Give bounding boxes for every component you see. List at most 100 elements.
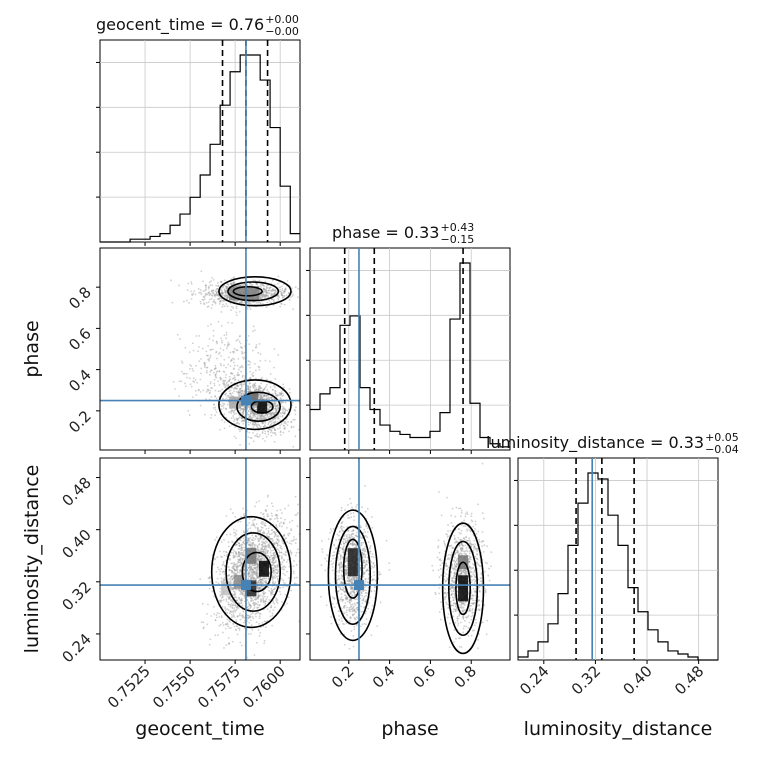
sample-point	[281, 547, 283, 550]
sample-point	[220, 541, 223, 543]
sample-point	[234, 408, 237, 411]
sample-point	[253, 523, 255, 526]
sample-point	[256, 423, 259, 426]
sample-point	[276, 572, 279, 575]
sample-point	[236, 385, 238, 387]
sample-point	[208, 338, 211, 340]
sample-point	[270, 594, 272, 596]
sample-point	[345, 596, 348, 599]
sample-point	[275, 601, 278, 603]
sample-point	[238, 394, 240, 397]
sample-point	[246, 568, 249, 571]
sample-point	[252, 601, 255, 604]
sample-point	[274, 417, 277, 419]
sample-point	[268, 405, 271, 408]
sample-point	[355, 534, 357, 537]
sample-point	[214, 295, 217, 298]
sample-point	[242, 393, 245, 396]
sample-point	[365, 563, 368, 566]
sample-point	[271, 578, 274, 581]
sample-point	[233, 374, 236, 377]
sample-point	[236, 384, 239, 387]
sample-point	[360, 605, 362, 608]
sample-point	[280, 293, 283, 296]
sample-point	[267, 396, 270, 399]
sample-point	[254, 537, 257, 540]
sample-point	[222, 578, 225, 581]
scatter-panel-geocent_time-luminosity_distance: 0.240.320.400.48	[58, 457, 301, 666]
sample-point	[232, 610, 235, 612]
sample-point	[208, 587, 211, 590]
sample-point	[284, 537, 287, 540]
sample-point	[253, 601, 256, 604]
sample-point	[218, 568, 220, 571]
sample-point	[231, 409, 234, 412]
sample-point	[283, 411, 286, 414]
sample-point	[284, 574, 286, 576]
sample-point	[241, 301, 244, 304]
sample-point	[238, 571, 241, 574]
sample-point	[275, 410, 277, 412]
sample-point	[228, 642, 231, 645]
sample-point	[272, 531, 275, 534]
sample-point	[192, 377, 195, 380]
sample-point	[258, 393, 261, 396]
sample-point	[228, 595, 231, 598]
sample-point	[273, 556, 275, 559]
sample-point	[277, 570, 280, 573]
truth-marker	[240, 580, 251, 591]
sample-point	[254, 388, 256, 391]
sample-point	[205, 390, 208, 393]
sample-point	[388, 562, 391, 565]
sample-point	[220, 289, 223, 291]
sample-point	[210, 413, 213, 416]
sample-point	[230, 576, 232, 578]
sample-point	[234, 555, 237, 557]
sample-point	[198, 389, 200, 392]
sample-point	[266, 430, 269, 433]
sample-point	[243, 557, 246, 560]
sample-point	[225, 600, 228, 602]
sample-point	[287, 558, 289, 561]
sample-point	[228, 597, 231, 600]
sample-point	[251, 576, 254, 579]
sample-point	[242, 410, 245, 412]
sample-point	[275, 513, 277, 516]
sample-point	[370, 516, 373, 518]
sample-point	[208, 392, 211, 394]
sample-point	[225, 294, 228, 297]
sample-point	[259, 295, 262, 298]
sample-point	[229, 533, 232, 536]
sample-point	[255, 523, 258, 525]
sample-point	[198, 291, 201, 294]
sample-point	[207, 603, 209, 606]
sample-point	[221, 388, 223, 391]
sample-point	[350, 630, 353, 632]
sample-point	[233, 572, 235, 575]
sample-point	[263, 546, 266, 548]
sample-point	[265, 510, 268, 513]
sample-point	[268, 391, 271, 394]
sample-point	[246, 529, 249, 532]
sample-point	[352, 582, 355, 584]
sample-point	[260, 522, 263, 525]
sample-point	[205, 293, 208, 296]
sample-point	[276, 548, 279, 551]
sample-point	[243, 565, 246, 568]
sample-point	[235, 572, 238, 575]
sample-point	[240, 543, 243, 546]
sample-point	[226, 574, 229, 577]
sample-point	[241, 352, 243, 355]
sample-point	[241, 389, 243, 392]
sample-point	[235, 565, 238, 568]
sample-point	[364, 564, 367, 567]
sample-point	[221, 305, 224, 308]
sample-point	[337, 590, 340, 593]
sample-point	[259, 353, 262, 355]
sample-point	[348, 599, 351, 601]
sample-point	[261, 413, 263, 416]
sample-point	[278, 554, 281, 557]
sample-point	[237, 547, 240, 550]
sample-point	[226, 595, 229, 598]
sample-point	[221, 419, 223, 422]
